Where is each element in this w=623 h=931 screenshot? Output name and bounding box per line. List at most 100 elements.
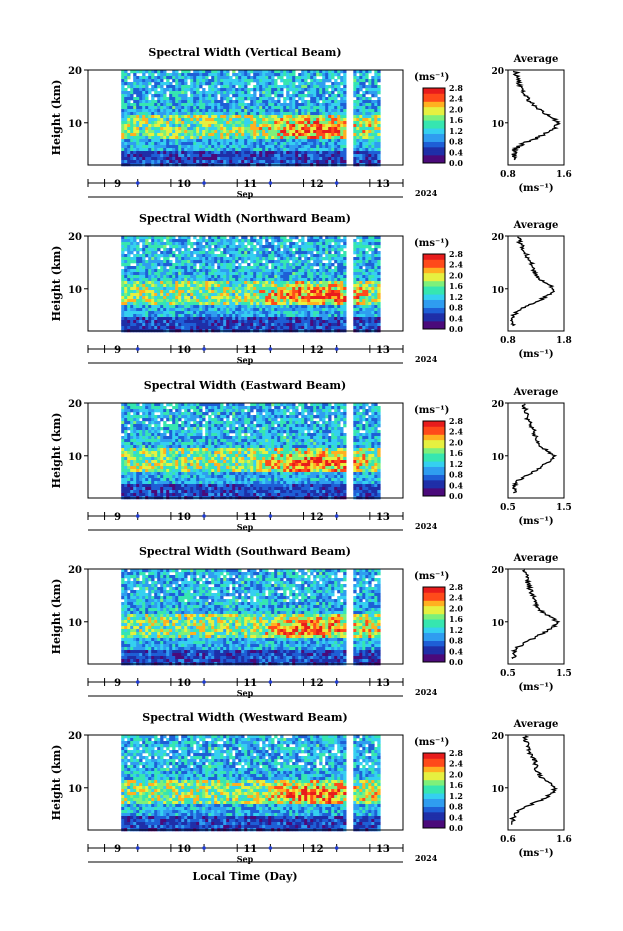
heatmap-cell bbox=[202, 317, 206, 321]
heatmap-cell bbox=[136, 145, 140, 149]
heatmap-cell bbox=[268, 142, 272, 146]
heatmap-cell bbox=[154, 248, 158, 252]
heatmap-cell bbox=[163, 296, 167, 300]
heatmap-cell bbox=[274, 296, 278, 300]
heatmap-cell bbox=[166, 248, 170, 252]
heatmap-cell bbox=[368, 142, 372, 146]
heatmap-cell bbox=[256, 320, 260, 324]
heatmap-cell bbox=[181, 94, 185, 98]
heatmap-cell bbox=[331, 148, 335, 152]
heatmap-cell bbox=[359, 109, 363, 113]
heatmap-cell bbox=[217, 272, 221, 276]
heatmap-cell bbox=[157, 245, 161, 249]
heatmap-cell bbox=[223, 260, 227, 264]
heatmap-cell bbox=[184, 281, 188, 285]
heatmap-cell bbox=[193, 139, 197, 143]
heatmap-cell bbox=[187, 88, 191, 92]
heatmap-cell bbox=[211, 121, 215, 125]
heatmap-cell bbox=[331, 290, 335, 294]
heatmap-cell bbox=[343, 257, 347, 261]
heatmap-cell bbox=[319, 242, 323, 246]
heatmap-cell bbox=[289, 88, 293, 92]
heatmap-cell bbox=[184, 115, 188, 119]
heatmap-cell bbox=[187, 314, 191, 318]
heatmap-cell bbox=[190, 94, 194, 98]
heatmap-cell bbox=[175, 70, 179, 74]
heatmap-cell bbox=[259, 91, 263, 95]
heatmap-cell bbox=[244, 91, 248, 95]
heatmap-cell bbox=[169, 109, 173, 113]
heatmap-cell bbox=[286, 154, 290, 158]
heatmap-cell bbox=[130, 302, 134, 306]
heatmap-cell bbox=[217, 284, 221, 288]
heatmap-cell bbox=[166, 284, 170, 288]
heatmap-cell bbox=[286, 91, 290, 95]
heatmap-cell bbox=[127, 136, 131, 140]
heatmap-cell bbox=[238, 97, 242, 101]
heatmap-cell bbox=[241, 260, 245, 264]
heatmap-cell bbox=[232, 299, 236, 303]
heatmap-cell bbox=[304, 302, 308, 306]
heatmap-cell bbox=[343, 133, 347, 137]
heatmap-cell bbox=[121, 290, 125, 294]
heatmap-cell bbox=[247, 278, 251, 282]
heatmap-cell bbox=[289, 305, 293, 309]
colorbar-tick-label: 2.8 bbox=[449, 83, 463, 93]
heatmap-cell bbox=[371, 109, 375, 113]
heatmap-cell bbox=[208, 70, 212, 74]
heatmap-cell bbox=[359, 145, 363, 149]
heatmap-cell bbox=[304, 257, 308, 261]
heatmap-cell bbox=[353, 272, 357, 276]
heatmap-cell bbox=[226, 100, 230, 104]
heatmap-cell bbox=[187, 251, 191, 255]
heatmap-cell bbox=[377, 124, 381, 128]
heatmap-cell bbox=[151, 76, 155, 80]
heatmap-cell bbox=[181, 239, 185, 243]
heatmap-cell bbox=[328, 275, 332, 279]
heatmap-cell bbox=[193, 305, 197, 309]
heatmap-cell bbox=[334, 320, 338, 324]
heatmap-cell bbox=[142, 245, 146, 249]
heatmap-cell bbox=[211, 142, 215, 146]
heatmap-cell bbox=[289, 70, 293, 74]
heatmap-cell bbox=[283, 326, 287, 330]
heatmap-cell bbox=[205, 290, 209, 294]
heatmap-cell bbox=[232, 311, 236, 315]
heatmap-cell bbox=[244, 151, 248, 155]
heatmap-cell bbox=[136, 323, 140, 327]
heatmap-cell bbox=[328, 287, 332, 291]
heatmap-cell bbox=[238, 127, 242, 131]
heatmap-cell bbox=[133, 118, 137, 122]
heatmap-cell bbox=[325, 269, 329, 273]
heatmap-cell bbox=[286, 260, 290, 264]
heatmap-cell bbox=[268, 139, 272, 143]
heatmap-cell bbox=[220, 254, 224, 258]
heatmap-cell bbox=[151, 79, 155, 83]
heatmap-cell bbox=[223, 73, 227, 77]
heatmap-cell bbox=[199, 118, 203, 122]
heatmap-cell bbox=[343, 281, 347, 285]
heatmap-cell bbox=[301, 115, 305, 119]
heatmap-cell bbox=[160, 97, 164, 101]
heatmap-cell bbox=[343, 269, 347, 273]
heatmap-cell bbox=[232, 133, 236, 137]
heatmap-cell bbox=[163, 157, 167, 161]
heatmap-cell bbox=[328, 154, 332, 158]
heatmap-cell bbox=[190, 293, 194, 297]
heatmap-cell bbox=[301, 290, 305, 294]
heatmap-cell bbox=[136, 317, 140, 321]
heatmap-cell bbox=[268, 317, 272, 321]
heatmap-cell bbox=[319, 290, 323, 294]
heatmap-cell bbox=[343, 317, 347, 321]
heatmap-cell bbox=[133, 151, 137, 155]
heatmap-cell bbox=[289, 239, 293, 243]
heatmap-cell bbox=[211, 157, 215, 161]
heatmap-cell bbox=[328, 272, 332, 276]
heatmap-cell bbox=[175, 290, 179, 294]
heatmap-cell bbox=[247, 266, 251, 270]
heatmap-cell bbox=[319, 275, 323, 279]
heatmap-cell bbox=[283, 305, 287, 309]
heatmap-cell bbox=[316, 109, 320, 113]
heatmap-cell bbox=[121, 275, 125, 279]
heatmap-cell bbox=[127, 278, 131, 282]
